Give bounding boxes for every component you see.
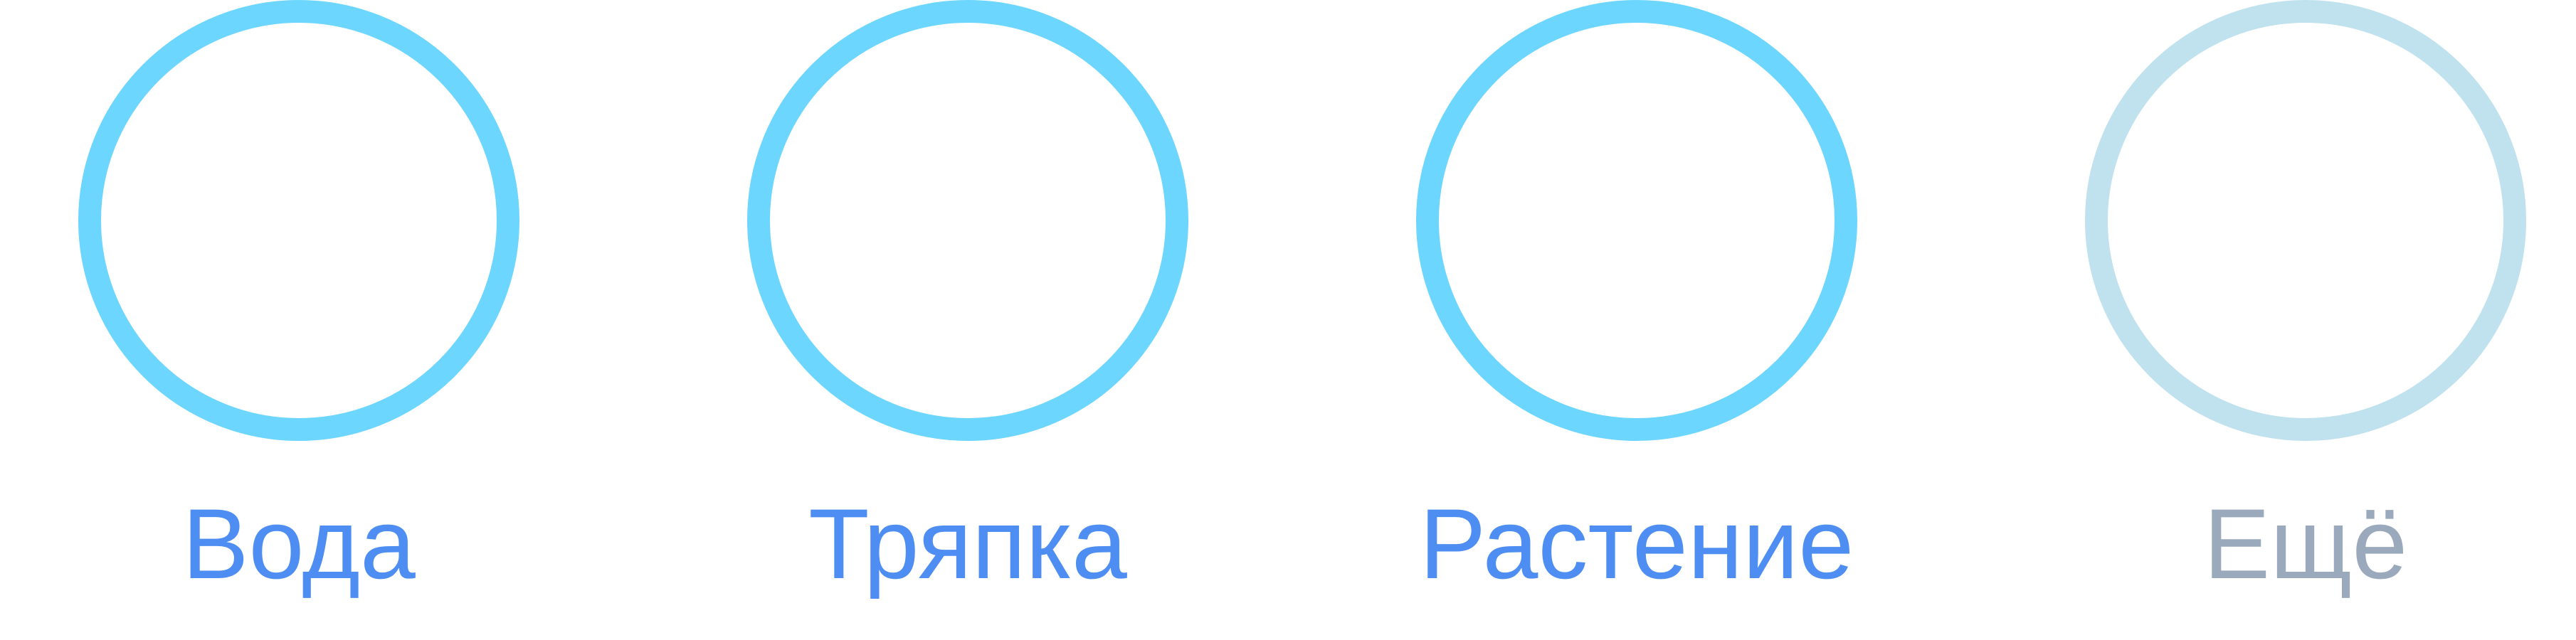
option-label: Тряпка xyxy=(808,488,1127,599)
option-label: Растение xyxy=(1419,488,1854,599)
option-label: Вода xyxy=(182,488,416,599)
option-voda[interactable]: Вода xyxy=(0,0,519,640)
option-tryapka[interactable]: Тряпка xyxy=(669,0,1188,640)
option-circle[interactable] xyxy=(1416,0,1857,441)
option-circle[interactable] xyxy=(747,0,1188,441)
option-circle[interactable] xyxy=(78,0,519,441)
option-label: Ещё xyxy=(2203,488,2408,599)
option-rastenie[interactable]: Растение xyxy=(1338,0,1857,640)
option-eshche[interactable]: Ещё xyxy=(2007,0,2526,640)
option-circle[interactable] xyxy=(2085,0,2526,441)
